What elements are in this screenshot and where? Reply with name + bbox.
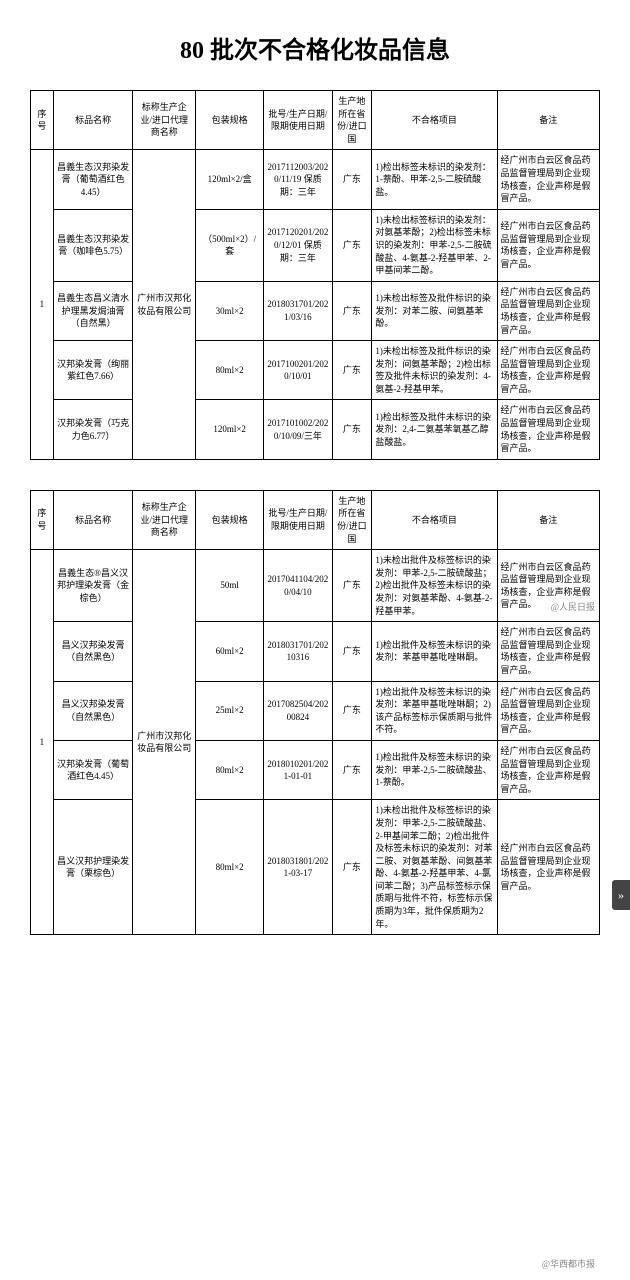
cell-issue: 1)检出批件及标签未标识的染发剂：甲苯-2,5-二胺硫酸盐、1-萘酚。 [372, 740, 497, 799]
cell-note: 经广州市白云区食品药品监督管理局到企业现场核查，企业声称是假冒产品。 [497, 150, 599, 209]
cell-spec: 80ml×2 [195, 800, 263, 935]
cell-note: 经广州市白云区食品药品监督管理局到企业现场核查，企业声称是假冒产品。 [497, 281, 599, 340]
cell-spec: 50ml [195, 550, 263, 622]
cell-issue: 1)检出标签及批件未标识的染发剂：2,4-二氨基苯氧基乙醇盐酸盐。 [372, 400, 497, 459]
cell-name: 昌義生态汉邦染发膏（葡萄酒红色4.45） [53, 150, 133, 209]
cell-issue: 1)未检出批件及标签标识的染发剂：甲苯-2,5-二胺硫酸盐；2)检出批件及标签未… [372, 550, 497, 622]
table-row: 汉邦染发膏（绚丽紫红色7.66） 80ml×22017100201/2020/10… [31, 341, 600, 400]
cell-loc: 广东 [332, 681, 372, 740]
cell-spec: 60ml×2 [195, 622, 263, 681]
table-row: 昌義生态汉邦染发膏（咖啡色5.75） （500ml×2）/套2017120201/… [31, 209, 600, 281]
cell-note: 经广州市白云区食品药品监督管理局到企业现场核查，企业声称是假冒产品。 [497, 622, 599, 681]
cell-note: 经广州市白云区食品药品监督管理局到企业现场核查，企业声称是假冒产品。 [497, 400, 599, 459]
cell-spec: 30ml×2 [195, 281, 263, 340]
header-name: 标品名称 [53, 91, 133, 150]
page-title: 80 批次不合格化妆品信息 [30, 30, 600, 65]
cell-loc: 广东 [332, 150, 372, 209]
cell-issue: 1)未检出批件及标签标识的染发剂：甲苯-2,5-二胺硫酸盐、2-甲基间苯二酚；2… [372, 800, 497, 935]
cell-note: 经广州市白云区食品药品监督管理局到企业现场核查，企业声称是假冒产品。 [497, 209, 599, 281]
cell-spec: （500ml×2）/套 [195, 209, 263, 281]
cell-note: 经广州市白云区食品药品监督管理局到企业现场核查，企业声称是假冒产品。 [497, 740, 599, 799]
table-row: 昌义汉邦护理染发膏（栗棕色） 80ml×22018031801/2021-03-1… [31, 800, 600, 935]
header-issue: 不合格项目 [372, 91, 497, 150]
cell-date: 2017100201/2020/10/01 [264, 341, 332, 400]
cell-name: 昌義生态®昌义汉邦护理染发膏（金棕色） [53, 550, 133, 622]
cell-date: 2018031801/2021-03-17 [264, 800, 332, 935]
cell-note: 经广州市白云区食品药品监督管理局到企业现场核查，企业声称是假冒产品。 [497, 800, 599, 935]
cell-spec: 80ml×2 [195, 740, 263, 799]
header-date: 批号/生产日期/限期使用日期 [264, 91, 332, 150]
side-arrow-icon[interactable]: » [612, 880, 630, 910]
header-name: 标品名称 [53, 490, 133, 549]
table-row: 汉邦染发膏（巧克力色6.77） 120ml×22017101002/2020/10… [31, 400, 600, 459]
header-note: 备注 [497, 91, 599, 150]
header-spec: 包装规格 [195, 91, 263, 150]
cell-date: 2018010201/2021-01-01 [264, 740, 332, 799]
table-row: 1昌義生态汉邦染发膏（葡萄酒红色4.45）广州市汉邦化妆品有限公司120ml×2… [31, 150, 600, 209]
header-mfr: 标称生产企业/进口代理商名称 [133, 490, 196, 549]
header-loc: 生产地所在省份/进口国 [332, 91, 372, 150]
cell-spec: 120ml×2/盒 [195, 150, 263, 209]
header-mfr: 标称生产企业/进口代理商名称 [133, 91, 196, 150]
cell-issue: 1)检出批件及标签未标识的染发剂：苯基甲基吡唑啉酮；2)该产品标签标示保质期与批… [372, 681, 497, 740]
table-row: 昌义汉邦染发膏（自然黑色） 60ml×22018031701/20210316广东… [31, 622, 600, 681]
cell-note: 经广州市白云区食品药品监督管理局到企业现场核查，企业声称是假冒产品。 [497, 681, 599, 740]
cell-loc: 广东 [332, 740, 372, 799]
table-header-row: 序号 标品名称 标称生产企业/进口代理商名称 包装规格 批号/生产日期/限期使用… [31, 490, 600, 549]
cell-mfr: 广州市汉邦化妆品有限公司 [133, 150, 196, 459]
cell-issue: 1)检出标签未标识的染发剂：1-萘酚、甲苯-2,5-二胺硫酸盐。 [372, 150, 497, 209]
table-row: 汉邦染发膏（葡萄酒红色4.45） 80ml×22018010201/2021-01… [31, 740, 600, 799]
header-spec: 包装规格 [195, 490, 263, 549]
cell-spec: 25ml×2 [195, 681, 263, 740]
cell-date: 2018031701/2021/03/16 [264, 281, 332, 340]
cell-date: 2017120201/2020/12/01 保质期：三年 [264, 209, 332, 281]
cell-issue: 1)未检出标签标识的染发剂：对氨基苯酚；2)检出标签未标识的染发剂：甲苯-2,5… [372, 209, 497, 281]
cell-loc: 广东 [332, 622, 372, 681]
header-date: 批号/生产日期/限期使用日期 [264, 490, 332, 549]
cell-seq: 1 [31, 150, 54, 459]
watermark-source-2: @华西都市报 [542, 1257, 595, 1270]
header-seq: 序号 [31, 91, 54, 150]
cell-issue: 1)未检出标签及批件标识的染发剂：间氨基苯酚；2)检出标签及批件未标识的染发剂：… [372, 341, 497, 400]
cell-loc: 广东 [332, 341, 372, 400]
cell-date: 2018031701/20210316 [264, 622, 332, 681]
cell-loc: 广东 [332, 550, 372, 622]
header-loc: 生产地所在省份/进口国 [332, 490, 372, 549]
cell-date: 2017041104/2020/04/10 [264, 550, 332, 622]
table-2: 序号 标品名称 标称生产企业/进口代理商名称 包装规格 批号/生产日期/限期使用… [30, 490, 600, 935]
cell-loc: 广东 [332, 209, 372, 281]
cell-issue: 1)检出批件及标签未标识的染发剂：苯基甲基吡唑啉酮。 [372, 622, 497, 681]
cell-seq: 1 [31, 550, 54, 935]
cell-name: 昌義生态昌义清水护理黑发焗油膏（自然黑） [53, 281, 133, 340]
cell-name: 汉邦染发膏（绚丽紫红色7.66） [53, 341, 133, 400]
cell-date: 2017101002/2020/10/09/三年 [264, 400, 332, 459]
cell-name: 汉邦染发膏（葡萄酒红色4.45） [53, 740, 133, 799]
cell-date: 2017082504/20200824 [264, 681, 332, 740]
cell-name: 昌义汉邦染发膏（自然黑色） [53, 681, 133, 740]
cell-name: 昌义汉邦染发膏（自然黑色） [53, 622, 133, 681]
cell-name: 昌義生态汉邦染发膏（咖啡色5.75） [53, 209, 133, 281]
cell-mfr: 广州市汉邦化妆品有限公司 [133, 550, 196, 935]
cell-loc: 广东 [332, 281, 372, 340]
table-row: 1昌義生态®昌义汉邦护理染发膏（金棕色）广州市汉邦化妆品有限公司50ml2017… [31, 550, 600, 622]
cell-issue: 1)未检出标签及批件标识的染发剂：对苯二胺、间氨基苯酚。 [372, 281, 497, 340]
table-1: 序号 标品名称 标称生产企业/进口代理商名称 包装规格 批号/生产日期/限期使用… [30, 90, 600, 460]
cell-name: 昌义汉邦护理染发膏（栗棕色） [53, 800, 133, 935]
table-header-row: 序号 标品名称 标称生产企业/进口代理商名称 包装规格 批号/生产日期/限期使用… [31, 91, 600, 150]
watermark-source: @人民日报 [551, 600, 595, 613]
cell-note: 经广州市白云区食品药品监督管理局到企业现场核查，企业声称是假冒产品。 [497, 341, 599, 400]
cell-loc: 广东 [332, 800, 372, 935]
cell-spec: 80ml×2 [195, 341, 263, 400]
header-note: 备注 [497, 490, 599, 549]
header-seq: 序号 [31, 490, 54, 549]
table-row: 昌義生态昌义清水护理黑发焗油膏（自然黑） 30ml×22018031701/202… [31, 281, 600, 340]
cell-loc: 广东 [332, 400, 372, 459]
header-issue: 不合格项目 [372, 490, 497, 549]
table-row: 昌义汉邦染发膏（自然黑色） 25ml×22017082504/20200824广东… [31, 681, 600, 740]
cell-name: 汉邦染发膏（巧克力色6.77） [53, 400, 133, 459]
cell-date: 2017112003/2020/11/19 保质期：三年 [264, 150, 332, 209]
cell-spec: 120ml×2 [195, 400, 263, 459]
